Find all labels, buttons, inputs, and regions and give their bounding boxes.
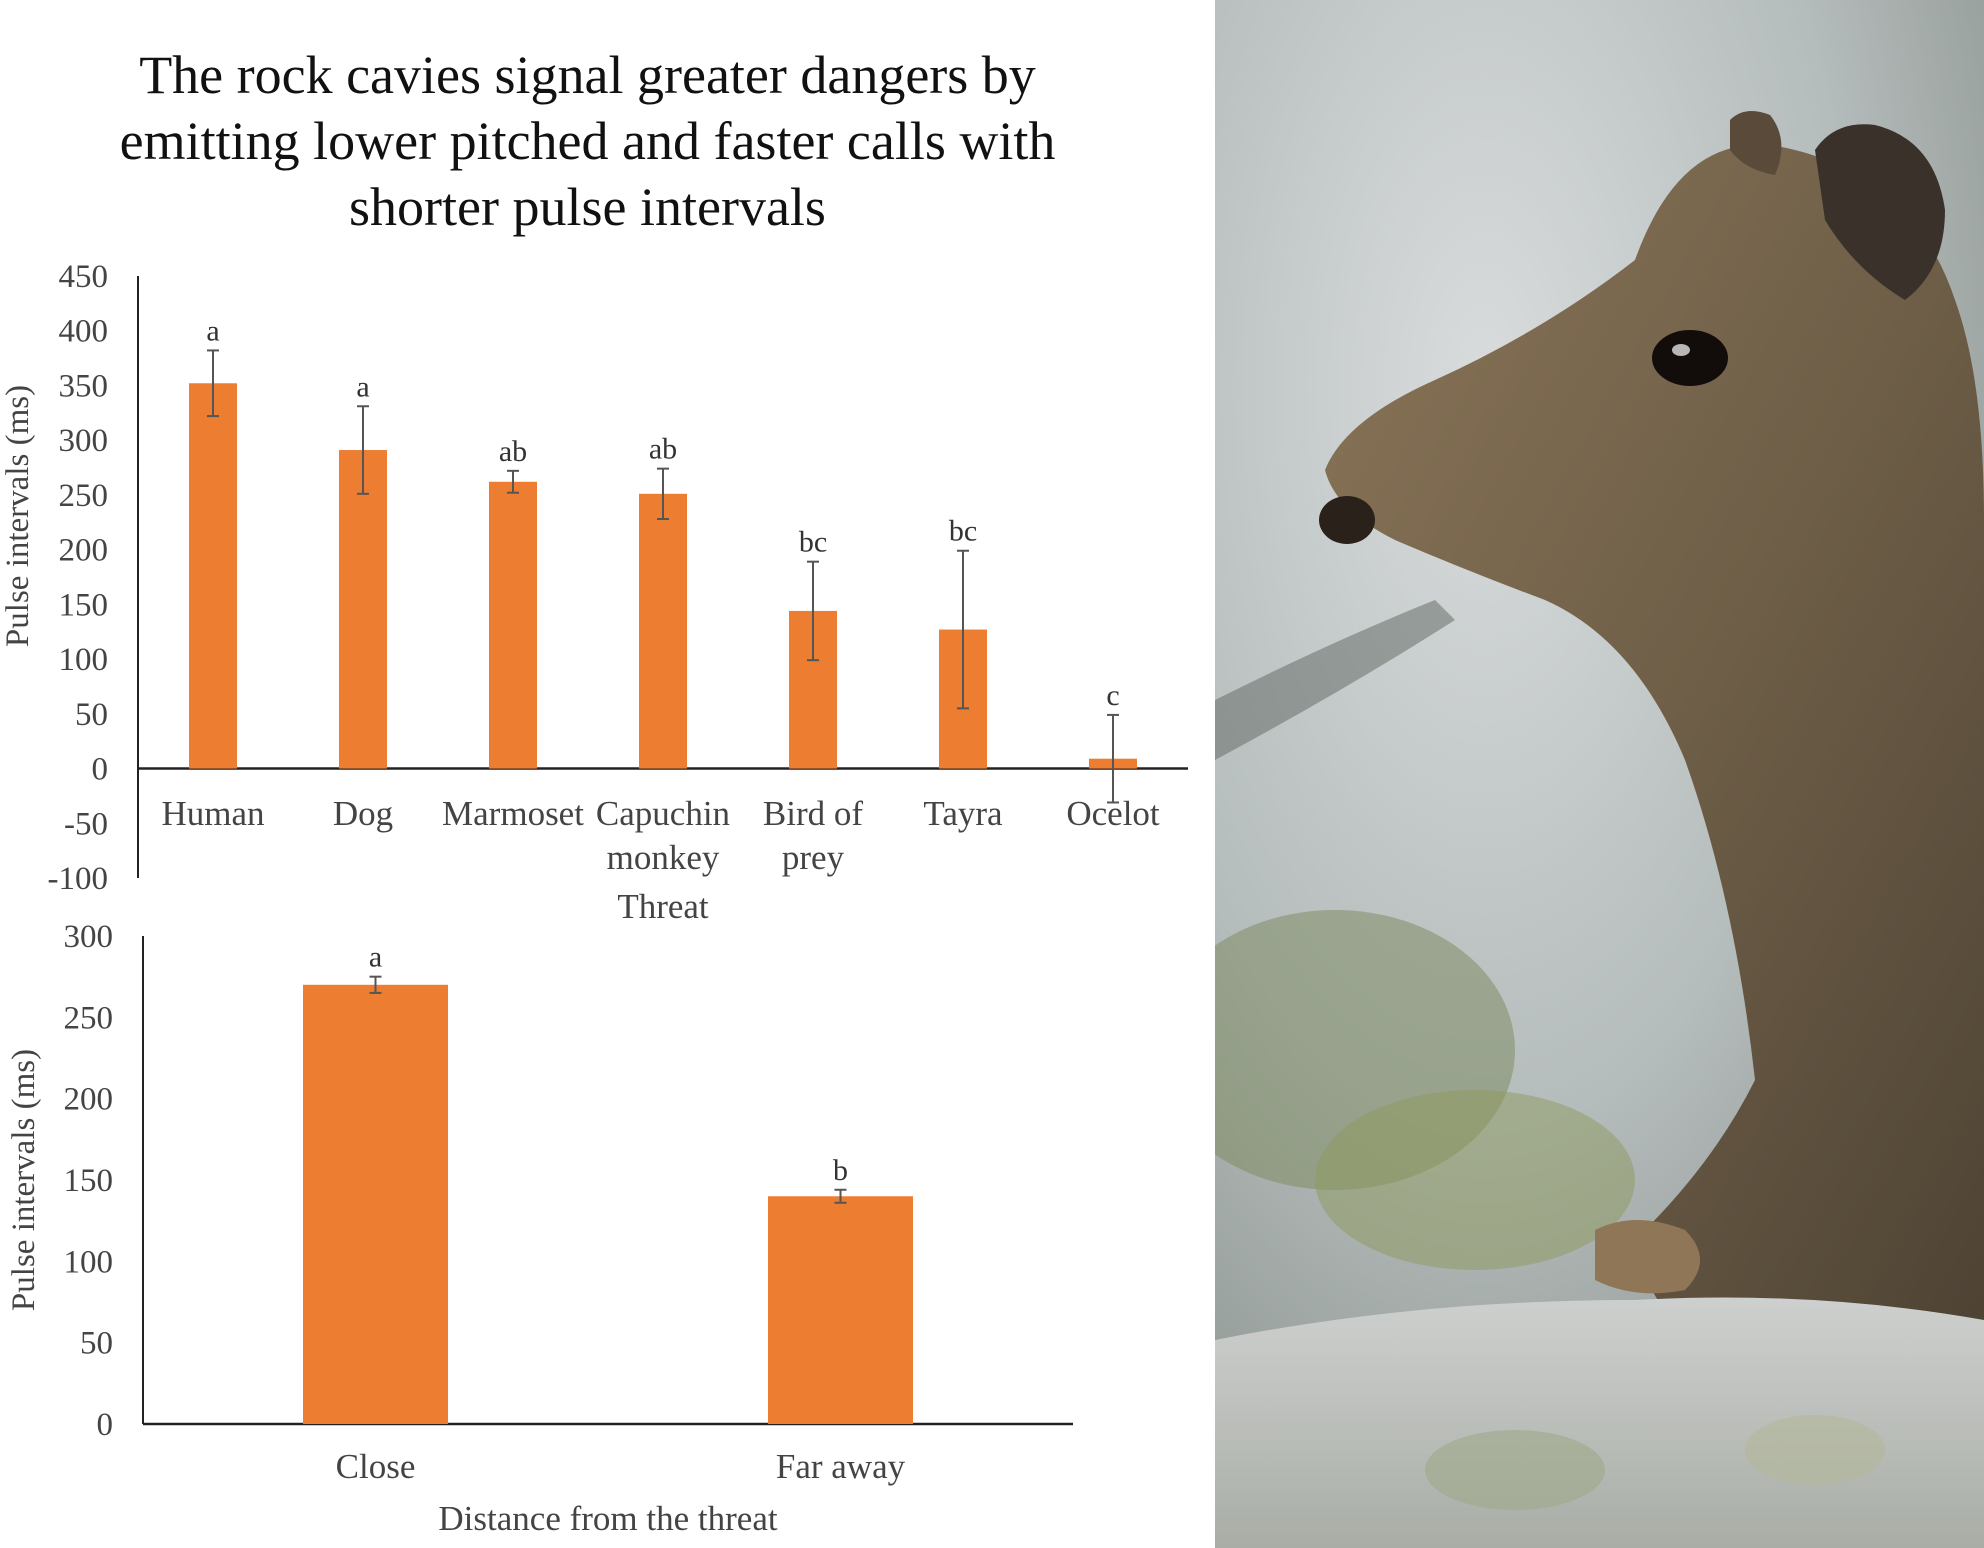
threat-category-label: prey bbox=[782, 838, 845, 877]
threat-category-label: Tayra bbox=[923, 794, 1003, 833]
distance-y-tick-label: 0 bbox=[97, 1407, 114, 1443]
threat-y-tick-label: -100 bbox=[48, 861, 109, 897]
threat-y-tick-label: 50 bbox=[75, 697, 108, 733]
threat-significance-label: bc bbox=[949, 515, 977, 548]
distance-bar bbox=[303, 984, 448, 1424]
distance-significance-label: b bbox=[833, 1154, 848, 1187]
threat-category-label: monkey bbox=[607, 838, 720, 877]
threat-bar bbox=[489, 481, 537, 769]
threat-category-label: Ocelot bbox=[1066, 794, 1160, 833]
chart-title-line-2: emitting lower pitched and faster calls … bbox=[119, 111, 1056, 171]
threat-bar-chart: -100 -50 0 50 100 150 200 250 300 350 400 450 a Human… bbox=[0, 259, 1188, 1538]
threat-category-label: Human bbox=[161, 794, 264, 833]
threat-y-tick-label: 250 bbox=[59, 478, 109, 514]
threat-significance-label: bc bbox=[799, 526, 827, 559]
threat-y-tick-label: 350 bbox=[59, 368, 109, 404]
threat-y-axis-title: Pulse intervals (ms) bbox=[0, 385, 36, 647]
rock-cavy-illustration bbox=[1215, 0, 1984, 1548]
distance-y-tick-label: 100 bbox=[64, 1244, 114, 1280]
threat-significance-label: a bbox=[206, 314, 219, 347]
chart-panel: The rock cavies signal greater dangers b… bbox=[0, 42, 1188, 1538]
chart-title-line-1: The rock cavies signal greater dangers b… bbox=[139, 45, 1036, 105]
threat-bar bbox=[339, 450, 387, 769]
threat-bar bbox=[189, 383, 237, 769]
threat-significance-label: c bbox=[1106, 679, 1119, 712]
threat-y-tick-label: -50 bbox=[64, 806, 108, 842]
threat-y-tick-label: 450 bbox=[59, 259, 109, 295]
threat-bar bbox=[639, 493, 687, 769]
threat-category-label: Marmoset bbox=[442, 794, 584, 833]
distance-x-axis-title: Distance from the threat bbox=[438, 1499, 777, 1538]
chart-title: The rock cavies signal greater dangers b… bbox=[20, 42, 1155, 240]
threat-category-label: Capuchin bbox=[596, 794, 730, 833]
distance-bar bbox=[768, 1196, 913, 1424]
threat-y-tick-label: 100 bbox=[59, 642, 109, 678]
chart-title-line-3: shorter pulse intervals bbox=[349, 177, 826, 237]
threat-significance-label: ab bbox=[499, 435, 527, 468]
threat-category-label: Bird of bbox=[763, 794, 863, 833]
threat-significance-label: a bbox=[356, 370, 369, 403]
threat-y-tick-label: 0 bbox=[92, 752, 109, 788]
rock-cavy-photo bbox=[1215, 0, 1984, 1548]
distance-category-label: Close bbox=[336, 1447, 416, 1486]
distance-y-tick-label: 50 bbox=[80, 1326, 113, 1362]
distance-significance-label: a bbox=[369, 941, 382, 974]
threat-y-tick-label: 200 bbox=[59, 533, 109, 569]
distance-y-tick-label: 300 bbox=[64, 919, 114, 955]
threat-significance-label: ab bbox=[649, 433, 677, 466]
threat-x-axis-title: Threat bbox=[617, 887, 709, 926]
threat-y-tick-label: 400 bbox=[59, 314, 109, 350]
threat-y-tick-label: 300 bbox=[59, 423, 109, 459]
distance-category-label: Far away bbox=[776, 1447, 906, 1486]
threat-y-tick-label: 150 bbox=[59, 587, 109, 623]
threat-category-label: Dog bbox=[333, 794, 393, 833]
distance-y-tick-label: 250 bbox=[64, 1000, 114, 1036]
distance-y-tick-label: 150 bbox=[64, 1163, 114, 1199]
distance-y-tick-label: 200 bbox=[64, 1082, 114, 1118]
distance-y-axis-title: Pulse intervals (ms) bbox=[6, 1049, 42, 1311]
